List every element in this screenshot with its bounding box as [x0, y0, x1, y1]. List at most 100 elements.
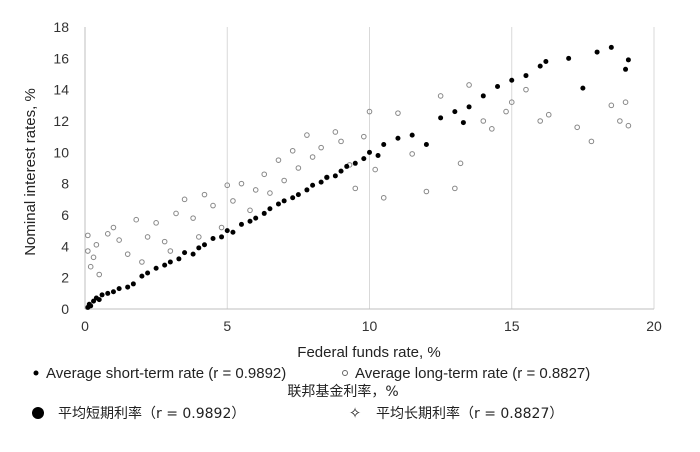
short-term-point: [238, 221, 244, 227]
long-term-point: [574, 124, 580, 131]
long-term-point: [224, 182, 231, 189]
short-term-point: [438, 115, 444, 121]
y-tick-label: 16: [53, 50, 69, 66]
short-term-point: [99, 292, 105, 298]
long-term-point: [247, 207, 253, 214]
long-term-point: [503, 108, 509, 115]
x-axis-title: Federal funds rate, %: [297, 344, 440, 361]
long-term-point: [116, 237, 122, 243]
long-term-point: [124, 251, 131, 257]
long-term-point: [96, 271, 103, 278]
x-tick-label: 10: [362, 318, 378, 334]
short-term-point: [509, 77, 515, 83]
long-term-point: [608, 102, 615, 109]
short-term-point: [281, 198, 287, 204]
axes: [84, 27, 654, 310]
short-term-point: [267, 206, 273, 212]
y-tick-label: 8: [61, 176, 69, 192]
short-term-point: [452, 109, 458, 115]
long-term-point: [275, 157, 282, 163]
short-term-point: [295, 192, 301, 198]
short-term-point: [324, 174, 330, 180]
long-term-point: [201, 191, 208, 198]
long-term-point: [409, 151, 415, 157]
short-term-rate-series: [85, 44, 631, 310]
y-tick-label: 12: [53, 113, 69, 129]
short-term-point: [310, 182, 316, 188]
legend-marker-long-cn: ✧: [349, 404, 362, 422]
long-term-point: [437, 93, 444, 99]
gridlines: [84, 27, 655, 309]
long-term-point: [318, 144, 324, 151]
short-term-point: [139, 273, 145, 279]
long-term-point: [309, 154, 316, 160]
short-term-point: [480, 93, 486, 99]
long-term-point: [210, 202, 216, 209]
long-term-point: [304, 132, 310, 138]
long-term-point: [289, 147, 296, 154]
short-term-point: [608, 44, 614, 50]
legend-english: Average short-term rate (r = 0.9892) Ave…: [33, 365, 590, 382]
y-axis-title: Nominal interest rates, %: [22, 88, 39, 256]
long-term-point: [133, 216, 140, 223]
long-term-point: [537, 118, 544, 124]
short-term-point: [594, 49, 600, 55]
long-term-point: [238, 180, 245, 187]
long-term-point: [281, 177, 287, 184]
x-tick-label: 5: [223, 318, 231, 334]
long-term-point: [372, 166, 378, 173]
short-term-point: [130, 281, 136, 287]
short-term-point: [332, 173, 338, 179]
short-term-point: [201, 242, 207, 248]
long-term-point: [167, 248, 174, 254]
long-term-point: [352, 185, 359, 192]
long-term-point: [625, 122, 632, 129]
long-term-point: [332, 129, 339, 135]
legend-marker-long: [342, 370, 348, 376]
long-term-point: [85, 248, 91, 254]
short-term-point: [623, 66, 629, 72]
long-term-point: [196, 234, 202, 240]
long-term-point: [423, 188, 430, 195]
long-term-point: [218, 224, 225, 231]
short-term-point: [290, 195, 296, 201]
long-term-point: [90, 254, 97, 261]
long-term-point: [110, 224, 117, 231]
long-term-point: [139, 259, 145, 265]
long-term-point: [230, 198, 236, 204]
long-term-point: [366, 108, 373, 115]
short-term-point: [523, 73, 529, 79]
short-term-point: [304, 187, 310, 193]
long-term-point: [508, 99, 515, 105]
long-term-point: [87, 263, 94, 270]
y-tick-label: 0: [61, 301, 69, 317]
long-term-point: [144, 234, 151, 240]
y-tick-label: 2: [61, 270, 69, 286]
legend-marker-short-cn: [32, 407, 44, 419]
long-term-rate-series: [85, 82, 632, 278]
short-term-point: [219, 234, 225, 240]
short-term-point: [167, 259, 173, 265]
short-term-point: [543, 58, 549, 64]
short-term-point: [580, 85, 586, 91]
y-tick-label: 14: [53, 82, 69, 98]
short-term-point: [196, 245, 202, 251]
long-term-point: [104, 231, 111, 237]
short-term-point: [495, 84, 501, 90]
short-term-point: [253, 215, 259, 221]
short-term-point: [210, 236, 216, 241]
short-term-point: [352, 160, 358, 166]
legend-label-long-cn: 平均长期利率（r = 0.8827）: [376, 405, 563, 422]
short-term-point: [381, 142, 387, 147]
short-term-point: [110, 289, 116, 295]
short-term-point: [105, 290, 111, 296]
long-term-point: [452, 185, 458, 192]
short-term-point: [338, 168, 344, 174]
x-tick-labels: 0 5 10 15 20: [81, 318, 662, 334]
short-term-point: [566, 55, 572, 61]
short-term-point: [460, 120, 466, 126]
long-term-point: [489, 126, 495, 132]
long-term-point: [295, 165, 302, 171]
long-term-point: [173, 210, 179, 217]
